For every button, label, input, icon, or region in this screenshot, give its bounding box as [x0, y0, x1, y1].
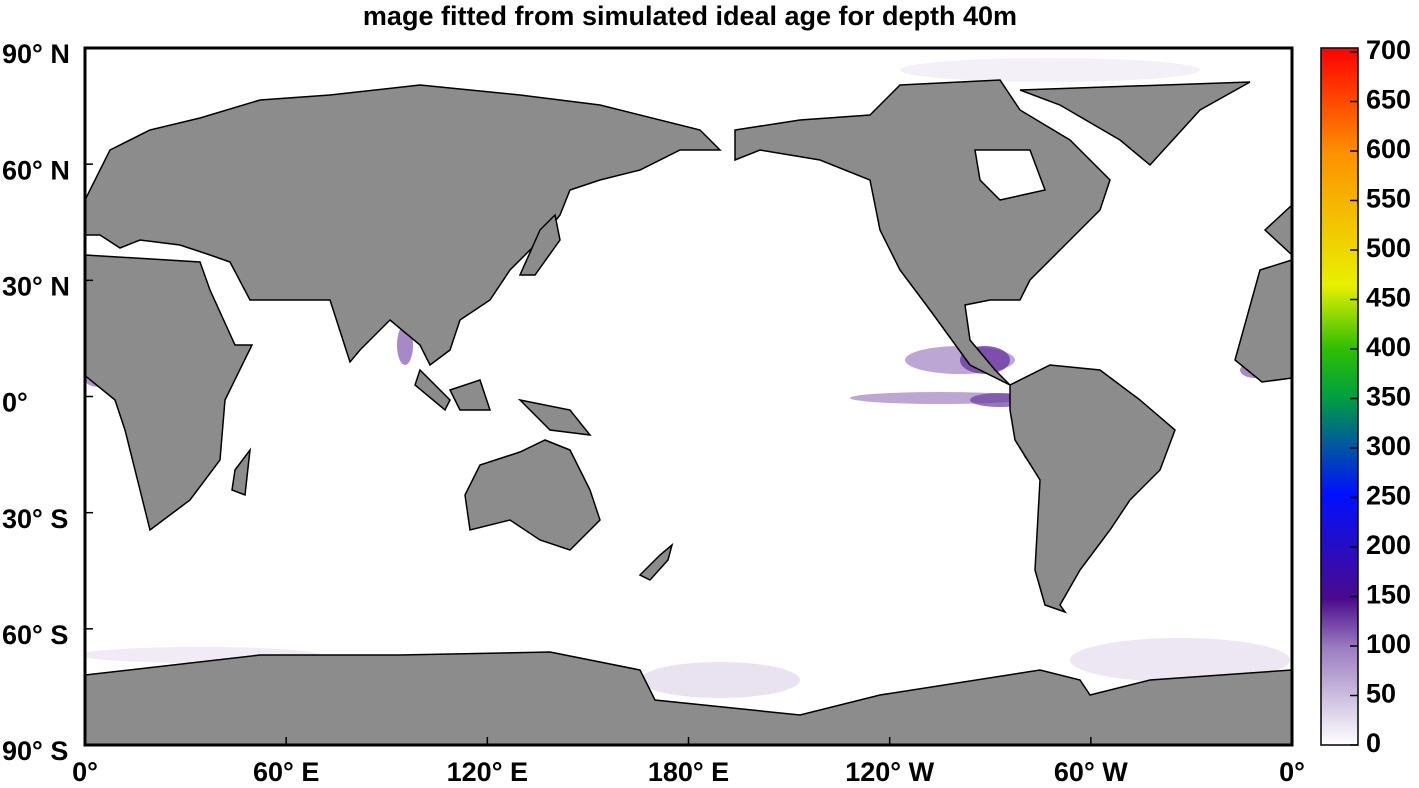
- lat-tick-label: 30° S: [2, 504, 68, 534]
- colorbar-tick-label: 50: [1366, 679, 1396, 709]
- lon-tick-label: 0°: [1279, 757, 1305, 787]
- lat-tick-label: 90° N: [2, 39, 70, 69]
- lon-tick-label: 0°: [72, 757, 98, 787]
- title: mage fitted from simulated ideal age for…: [363, 1, 1017, 31]
- colorbar-tick-label: 400: [1366, 332, 1411, 362]
- lat-tick-label: 30° N: [2, 271, 70, 301]
- colorbar-tick-label: 100: [1366, 629, 1411, 659]
- lon-tick-label: 60° E: [253, 757, 319, 787]
- colorbar-tick-label: 0: [1366, 728, 1381, 758]
- lon-tick-label: 180° E: [648, 757, 729, 787]
- colorbar-tick-label: 300: [1366, 431, 1411, 461]
- hudson-bay: [974, 149, 1047, 201]
- lat-tick-label: 90° S: [2, 736, 68, 766]
- colorbar-tick-label: 450: [1366, 283, 1411, 313]
- lat-tick-label: 60° N: [2, 155, 70, 185]
- lon-tick-label: 120° E: [447, 757, 528, 787]
- land: [85, 79, 1292, 745]
- colorbar-tick-label: 200: [1366, 530, 1411, 560]
- colorbar: [1320, 47, 1359, 746]
- map: [85, 48, 1292, 745]
- lat-tick-label: 60° S: [2, 620, 68, 650]
- lat-tick-label: 0°: [2, 388, 28, 418]
- colorbar-tick-label: 550: [1366, 184, 1411, 214]
- lon-tick-label: 120° W: [845, 757, 934, 787]
- colorbar-tick-label: 700: [1366, 35, 1411, 65]
- colorbar-tick-label: 250: [1366, 481, 1411, 511]
- colorbar-tick-label: 600: [1366, 134, 1411, 164]
- colorbar-tick-label: 500: [1366, 233, 1411, 263]
- colorbar-tick-label: 650: [1366, 85, 1411, 115]
- colorbar-tick-label: 150: [1366, 580, 1411, 610]
- lon-tick-label: 60° W: [1054, 757, 1128, 787]
- colorbar-tick-label: 350: [1366, 382, 1411, 412]
